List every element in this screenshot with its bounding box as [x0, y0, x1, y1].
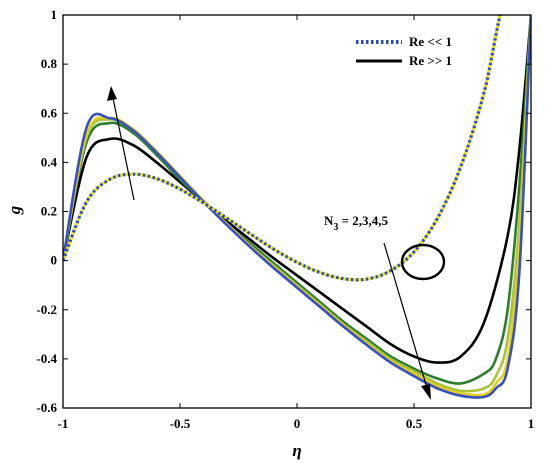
x-tick-label: 0 [294, 416, 301, 431]
series-line-6 [63, 15, 531, 399]
annotation-label: N3 = 2,3,4,5 [324, 213, 389, 233]
legend-label-dotted: Re << 1 [409, 34, 452, 49]
y-axis-label: g [5, 205, 24, 215]
annotation-arrow-shaft [383, 242, 428, 389]
x-tick-label: -1 [58, 416, 69, 431]
y-tick-label: 0.8 [41, 56, 58, 71]
y-tick-label: 0.2 [41, 204, 57, 219]
y-tick-label: -0.2 [36, 302, 57, 317]
series-group [63, 15, 531, 399]
annotation-label-sub: 3 [333, 222, 338, 233]
x-tick-label: 1 [528, 416, 535, 431]
series-line-3 [63, 15, 531, 385]
series-line-2 [63, 15, 531, 364]
upward-arrow-shaft [112, 97, 135, 201]
y-tick-label: -0.6 [36, 400, 57, 415]
annotation-circle [400, 243, 446, 281]
y-tick-label: 0 [51, 253, 58, 268]
y-tick-label: 0.6 [41, 105, 58, 120]
upward-arrow-head [107, 86, 117, 101]
x-tick-label: 0.5 [406, 416, 423, 431]
legend: Re << 1 Re >> 1 [356, 34, 452, 68]
y-tick-label: -0.4 [36, 351, 57, 366]
annotation-label-rest: = 2,3,4,5 [338, 213, 388, 228]
annotation-arrow-head [421, 384, 431, 400]
series-line-0 [63, 15, 531, 282]
axis-ticks: -1 -0.5 0 0.5 1 -0.6 -0.4 -0.2 0 0.2 0.4 0.6 0.8 1 [36, 7, 534, 431]
y-tick-label: 0.4 [41, 154, 58, 169]
annotation-group: N3 = 2,3,4,5 [107, 86, 446, 400]
x-axis-label: η [292, 441, 301, 460]
x-tick-label: -0.5 [170, 416, 191, 431]
legend-label-solid: Re >> 1 [409, 53, 452, 68]
series-line-1 [63, 15, 531, 282]
y-tick-label: 1 [51, 7, 58, 22]
annotation-label-main: N [324, 213, 334, 228]
